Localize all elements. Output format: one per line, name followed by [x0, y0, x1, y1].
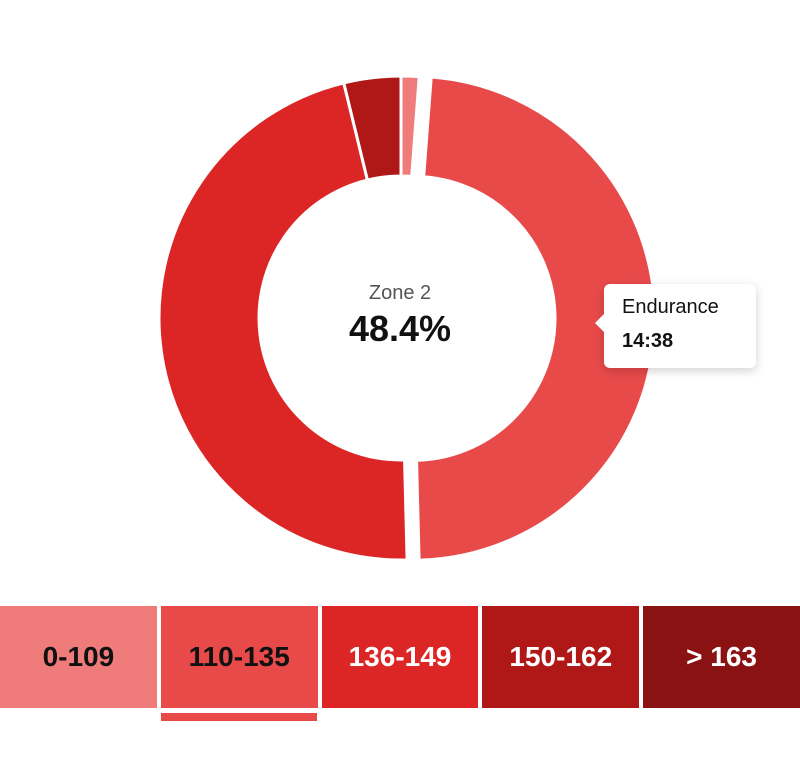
zone-label: 150-162: [509, 641, 613, 672]
donut-chart: [157, 74, 657, 562]
zone-button-over-163[interactable]: > 163: [643, 606, 800, 708]
zone-label: > 163: [686, 641, 758, 672]
zone-button-150-162[interactable]: 150-162: [482, 606, 640, 708]
zone-label: 110-135: [188, 641, 290, 672]
tooltip: Endurance 14:38: [595, 284, 756, 368]
donut-slice-136-149[interactable]: [157, 81, 409, 562]
center-zone-label: Zone 2: [368, 282, 432, 304]
tooltip-arrow: [595, 314, 604, 332]
center-percentage: 48.4%: [348, 308, 452, 349]
selected-zone-indicator: [161, 713, 317, 721]
tooltip-title: Endurance: [622, 296, 719, 318]
zone-label: 0-109: [42, 641, 115, 672]
donut-slices: [157, 74, 657, 562]
zone-button-0-109[interactable]: 0-109: [0, 606, 157, 708]
zone-selector: 0-109 110-135 136-149 150-162 > 163: [0, 606, 800, 708]
zone-label: 136-149: [348, 641, 452, 672]
tooltip-value: 14:38: [622, 330, 674, 352]
donut-slice-110-135[interactable]: [415, 75, 657, 562]
zone-button-136-149[interactable]: 136-149: [321, 606, 479, 708]
donut-slice-0-109[interactable]: [399, 74, 421, 179]
donut-slice-150-162[interactable]: [341, 74, 403, 182]
zone-button-110-135[interactable]: 110-135: [160, 606, 318, 708]
